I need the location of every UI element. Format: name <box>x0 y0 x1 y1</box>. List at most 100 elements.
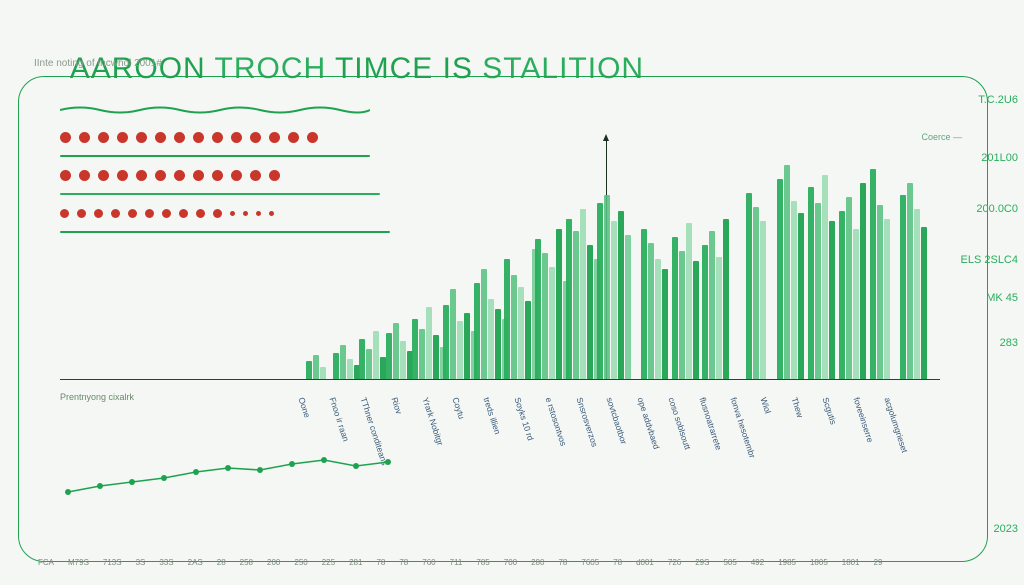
bar <box>641 229 647 379</box>
bar <box>340 345 346 379</box>
bar <box>709 231 715 379</box>
bar <box>914 209 920 379</box>
bottom-tick: M79S <box>68 558 89 567</box>
bottom-tick: 281 <box>349 558 362 567</box>
x-tick-label: Thew <box>790 396 806 419</box>
y-axis-label: 200.0C0 <box>976 203 1018 215</box>
bar-cluster <box>777 165 804 379</box>
bottom-tick: 28 <box>217 558 226 567</box>
x-tick-label: Snsrosverzos <box>574 396 599 448</box>
x-tick-label: ope addvbaed <box>636 396 662 450</box>
mini-line-path <box>68 460 388 492</box>
bar-cluster <box>746 193 766 379</box>
bar <box>853 229 859 379</box>
bar <box>686 223 692 379</box>
bar <box>433 335 439 379</box>
bottom-tick: 29 <box>874 558 883 567</box>
bar <box>815 203 821 379</box>
bar <box>481 269 487 379</box>
bar <box>870 169 876 379</box>
x-tick-label: Wiol <box>759 396 774 415</box>
bar <box>333 353 339 379</box>
legend-squiggle <box>60 104 370 114</box>
bar <box>611 221 617 379</box>
bar <box>662 269 668 379</box>
bar-cluster <box>672 223 699 379</box>
mini-line-marker <box>129 479 135 485</box>
bottom-tick: 1985 <box>778 558 796 567</box>
bottom-tick: 726 <box>668 558 681 567</box>
bar <box>525 301 531 379</box>
bar <box>907 183 913 379</box>
bottom-tick: 505 <box>723 558 736 567</box>
mini-line-marker <box>289 461 295 467</box>
y-axis-label: ELS 2SLC4 <box>961 254 1018 266</box>
y-axis-label: MK 45 <box>986 292 1018 304</box>
page-subtitle: IInte noting of Incwhol 2001# <box>34 58 162 69</box>
bar-cluster <box>535 229 569 379</box>
bar <box>597 203 603 379</box>
bar <box>511 275 517 379</box>
bar <box>450 289 456 379</box>
x-tick-label: Oone <box>297 396 313 419</box>
bar <box>693 261 699 379</box>
bar <box>760 221 766 379</box>
mini-line-marker <box>385 459 391 465</box>
mini-line-marker <box>97 483 103 489</box>
mini-line-marker <box>321 457 327 463</box>
y-axis-label: 283 <box>1000 337 1018 349</box>
bar-cluster <box>900 183 927 379</box>
bar <box>604 195 610 379</box>
bar-cluster <box>597 195 631 379</box>
bar <box>464 313 470 379</box>
bar <box>846 197 852 379</box>
bar-chart <box>60 120 940 380</box>
x-tick-label: treds illien <box>482 396 503 435</box>
bar <box>648 243 654 379</box>
bar <box>393 323 399 379</box>
x-tick-label: Scgutis <box>820 396 838 426</box>
bar <box>753 207 759 379</box>
bottom-tick: 1805 <box>810 558 828 567</box>
bottom-tick: 713S <box>103 558 122 567</box>
bar <box>400 341 406 379</box>
bar <box>366 349 372 379</box>
mini-line-marker <box>65 489 71 495</box>
x-tick-label: sovtcbaotbor <box>605 396 630 445</box>
bar <box>412 319 418 379</box>
bottom-tick: 78 <box>558 558 567 567</box>
bar <box>495 309 501 379</box>
bar <box>518 287 524 379</box>
chart-bars <box>60 119 940 379</box>
bottom-tick: 33S <box>159 558 173 567</box>
bar <box>829 221 835 379</box>
page-root: AAROON TROCH TIMCE IS STALITION IInte no… <box>0 0 1024 585</box>
bar <box>373 331 379 379</box>
bar <box>746 193 752 379</box>
mini-line-marker <box>161 475 167 481</box>
bar-cluster <box>641 229 668 379</box>
bar <box>535 239 541 379</box>
bottom-tick: 2AS <box>188 558 203 567</box>
bar <box>618 211 624 379</box>
bar <box>443 305 449 379</box>
bar <box>347 359 353 379</box>
bar <box>655 259 661 379</box>
bar <box>587 245 593 379</box>
bar-cluster <box>412 307 446 379</box>
bar <box>457 321 463 379</box>
bar <box>625 235 631 379</box>
bar <box>877 205 883 379</box>
bar <box>426 307 432 379</box>
bar <box>884 219 890 379</box>
mini-line-marker <box>193 469 199 475</box>
bar-cluster <box>839 183 866 379</box>
x-tick-label: acgolumgrieset <box>882 396 909 454</box>
bar <box>474 283 480 379</box>
bar <box>504 259 510 379</box>
bar <box>672 237 678 379</box>
bar <box>542 253 548 379</box>
bar <box>313 355 319 379</box>
bottom-tick: 785 <box>476 558 489 567</box>
bottom-tick: 78 <box>399 558 408 567</box>
